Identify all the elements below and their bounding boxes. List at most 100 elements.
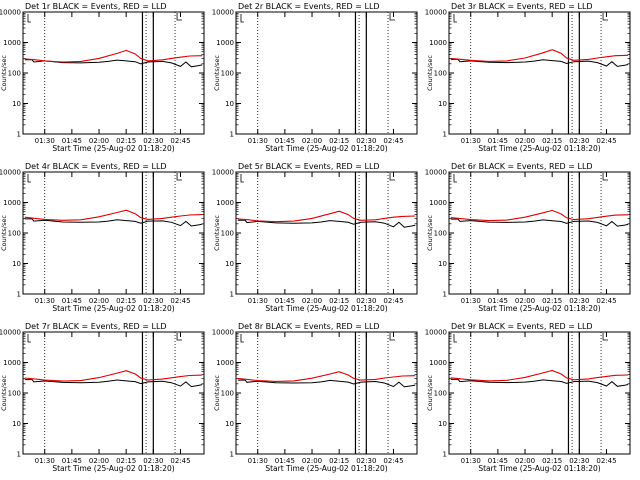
y-axis-title: Counts/sec (426, 375, 434, 411)
y-tick-label: 10 (438, 100, 447, 108)
plot-frame (22, 11, 205, 135)
panel-det-6: Det 6r BLACK = Events, RED = LLD 1 10 100 10… (425, 162, 631, 313)
x-tick-label: 02:00 (302, 297, 322, 305)
y-tick-label: 1 (230, 131, 234, 139)
plot-frame (22, 331, 205, 455)
x-tick-label: 02:15 (542, 297, 562, 305)
x-tick-label: 02:00 (302, 457, 322, 465)
y-axis-title: Counts/sec (0, 375, 8, 411)
flag-marker (240, 14, 244, 23)
x-tick-label: 01:45 (488, 457, 508, 465)
flag-marker (602, 333, 609, 341)
x-axis-title: Start Time (25-Aug-02 01:18:20) (52, 464, 174, 473)
y-tick-label: 10 (438, 260, 447, 268)
panel-det-2: Det 2r BLACK = Events, RED = LLD 1 10 100 10… (212, 2, 418, 153)
y-tick-label: 100 (8, 70, 21, 78)
x-axis-title: Start Time (25-Aug-02 01:18:20) (265, 464, 387, 473)
flag-marker (453, 334, 457, 343)
flag-marker (389, 333, 396, 341)
panel-title: Det 9r BLACK = Events, RED = LLD (451, 322, 593, 331)
y-tick-label: 1000 (429, 39, 447, 47)
flag-marker (453, 14, 457, 23)
x-tick-label: 02:30 (569, 137, 589, 145)
x-axis-title: Start Time (25-Aug-02 01:18:20) (52, 304, 174, 313)
x-tick-label: 02:00 (515, 457, 535, 465)
y-tick-label: 10000 (212, 9, 234, 17)
y-tick-label: 100 (434, 230, 447, 238)
x-axis-title: Start Time (25-Aug-02 01:18:20) (52, 144, 174, 153)
x-tick-label: 02:00 (515, 297, 535, 305)
plot-frame (448, 171, 631, 295)
x-tick-label: 02:45 (596, 457, 616, 465)
y-tick-label: 1 (230, 291, 234, 299)
x-tick-label: 02:45 (596, 297, 616, 305)
x-tick-label: 02:00 (89, 297, 109, 305)
flag-marker (27, 14, 31, 23)
y-tick-label: 1 (230, 451, 234, 459)
flag-marker (389, 173, 396, 181)
x-tick-label: 02:00 (89, 137, 109, 145)
x-tick-label: 01:45 (275, 297, 295, 305)
y-tick-label: 1000 (3, 39, 21, 47)
y-tick-label: 1 (443, 131, 447, 139)
x-tick-label: 02:30 (569, 297, 589, 305)
y-tick-label: 10000 (425, 169, 447, 177)
y-axis-title: Counts/sec (213, 55, 221, 91)
series-lld-line (237, 210, 416, 223)
x-tick-label: 01:30 (461, 457, 481, 465)
y-tick-label: 1 (17, 451, 21, 459)
y-tick-label: 10 (225, 420, 234, 428)
x-tick-label: 02:30 (143, 457, 163, 465)
panel-det-8: Det 8r BLACK = Events, RED = LLD 1 10 100 10… (212, 322, 418, 473)
x-tick-label: 01:45 (62, 137, 82, 145)
x-tick-label: 01:30 (248, 457, 268, 465)
x-tick-label: 01:45 (62, 457, 82, 465)
flag-marker (240, 174, 244, 183)
y-tick-label: 100 (8, 390, 21, 398)
y-tick-label: 1000 (216, 39, 234, 47)
flag-marker (602, 173, 609, 181)
flag-marker (176, 173, 183, 181)
y-tick-label: 10000 (0, 169, 21, 177)
panel-det-9: Det 9r BLACK = Events, RED = LLD 1 10 100 10… (425, 322, 631, 473)
y-tick-label: 10000 (0, 329, 21, 337)
plot-frame (235, 171, 418, 295)
x-tick-label: 01:30 (248, 297, 268, 305)
x-axis-title: Start Time (25-Aug-02 01:18:20) (265, 304, 387, 313)
series-events-line (237, 219, 416, 228)
series-events-line (24, 218, 203, 227)
y-tick-label: 10 (225, 100, 234, 108)
x-tick-label: 02:45 (170, 457, 190, 465)
y-tick-label: 1 (443, 451, 447, 459)
y-tick-label: 100 (221, 390, 234, 398)
x-tick-label: 02:45 (596, 137, 616, 145)
x-tick-label: 01:30 (248, 137, 268, 145)
y-tick-label: 1 (17, 131, 21, 139)
panel-det-4: Det 4r BLACK = Events, RED = LLD 1 10 100 10… (0, 162, 205, 313)
flag-marker (240, 334, 244, 343)
x-tick-label: 02:15 (329, 297, 349, 305)
y-tick-label: 1000 (216, 199, 234, 207)
panel-title: Det 3r BLACK = Events, RED = LLD (451, 2, 593, 11)
x-tick-label: 02:15 (329, 137, 349, 145)
plot-frame (448, 331, 631, 455)
plot-frame (235, 11, 418, 135)
plot-frame (235, 331, 418, 455)
flag-marker (176, 333, 183, 341)
y-tick-label: 100 (8, 230, 21, 238)
x-tick-label: 01:45 (488, 297, 508, 305)
y-tick-label: 1 (17, 291, 21, 299)
y-tick-label: 100 (434, 390, 447, 398)
y-tick-label: 10 (12, 100, 21, 108)
x-tick-label: 02:15 (116, 137, 136, 145)
y-axis-title: Counts/sec (0, 215, 8, 251)
y-tick-label: 100 (221, 230, 234, 238)
flag-marker (27, 174, 31, 183)
flag-marker (389, 13, 396, 21)
x-tick-label: 02:30 (143, 137, 163, 145)
x-tick-label: 01:30 (461, 297, 481, 305)
y-tick-label: 1000 (216, 359, 234, 367)
y-tick-label: 100 (434, 70, 447, 78)
x-tick-label: 02:15 (116, 297, 136, 305)
x-tick-label: 02:00 (89, 457, 109, 465)
